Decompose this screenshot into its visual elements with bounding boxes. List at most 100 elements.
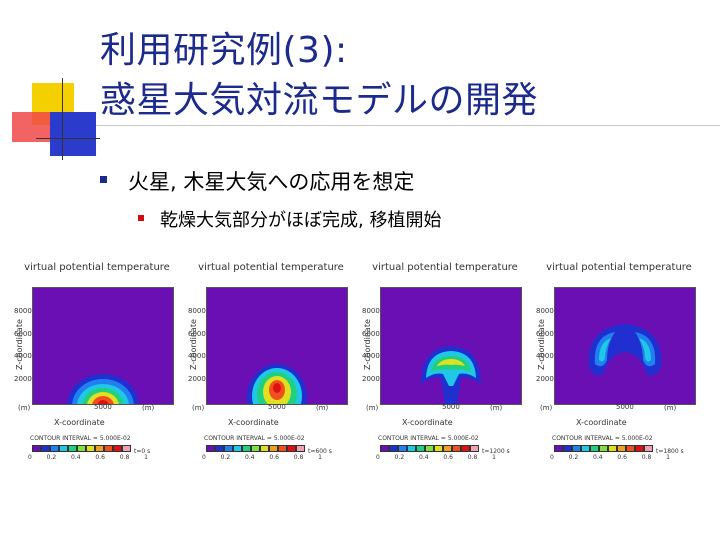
colorbar-tick: 0.6 [95,454,105,461]
colorbar-swatch [206,445,215,452]
time-label: t=1800 s [656,448,684,455]
colorbar-tick: 0.4 [419,454,429,461]
colorbar-swatch [644,445,653,452]
x-unit-right: (m) [664,404,677,412]
y-tick: 8000 [188,307,206,315]
colorbar-tick: 0.4 [245,454,255,461]
y-tick: 4000 [536,352,554,360]
colorbar-swatch [59,445,68,452]
y-tick: 2000 [188,375,206,383]
deco-horizontal-line [36,138,100,139]
deco-vertical-line [62,78,63,160]
y-tick: 2000 [536,375,554,383]
colorbar-swatch [122,445,131,452]
contour-plot [32,287,174,405]
colorbar-swatch [443,445,452,452]
y-tick: 6000 [188,330,206,338]
colorbar-swatch [215,445,224,452]
x-axis-label: X-coordinate [54,418,105,427]
colorbar-tick: 0 [202,454,206,461]
colorbar-tick: 0.8 [293,454,304,461]
bullet-square-icon [100,176,107,183]
y-axis-label: Z-coordinate [363,319,372,370]
colorbar-swatch [233,445,242,452]
contour-field-4 [555,288,695,404]
colorbar-tick: 0.8 [641,454,652,461]
x-tick: 5000 [268,403,286,411]
x-axis-label: X-coordinate [576,418,627,427]
y-tick: 6000 [536,330,554,338]
deco-red-block [12,112,52,142]
colorbar-swatch [461,445,470,452]
colorbar-swatch [416,445,425,452]
panel-title: virtual potential temperature [198,262,344,273]
y-tick: 4000 [188,352,206,360]
panel-title: virtual potential temperature [24,262,170,273]
colorbar-swatch [41,445,50,452]
x-unit-right: (m) [490,404,503,412]
x-axis-label: X-coordinate [228,418,279,427]
bullet-level-2: 乾燥大気部分がほぼ完成, 移植開始 [138,206,441,232]
colorbar-swatch [389,445,398,452]
colorbar-swatch [68,445,77,452]
colorbar-swatch [260,445,269,452]
colorbar-ticks: 0 0.2 0.4 0.6 0.8 1 [376,454,496,461]
colorbar-swatch [32,445,41,452]
colorbar-tick: 0.6 [617,454,627,461]
sim-panel-4: virtual potential temperature Z-coordina… [534,262,714,467]
y-tick: 8000 [14,307,32,315]
colorbar-tick: 1 [144,454,148,461]
colorbar-swatch [242,445,251,452]
colorbar-swatch [434,445,443,452]
colorbar-swatch [104,445,113,452]
colorbar-swatch [617,445,626,452]
colorbar [206,445,305,452]
y-tick: 2000 [362,375,380,383]
panel-title: virtual potential temperature [546,262,692,273]
colorbar-swatch [599,445,608,452]
colorbar-tick: 0.2 [394,454,405,461]
colorbar-swatch [269,445,278,452]
colorbar-swatch [470,445,479,452]
x-unit-left: (m) [18,404,31,412]
colorbar-swatch [380,445,389,452]
contour-field-2 [207,288,347,404]
bullet-text: 乾燥大気部分がほぼ完成, 移植開始 [160,210,442,231]
colorbar [554,445,653,452]
colorbar-tick: 0.4 [71,454,81,461]
colorbar-tick: 0 [550,454,554,461]
contour-plot [380,287,522,405]
colorbar-ticks: 0 0.2 0.4 0.6 0.8 1 [28,454,148,461]
colorbar-tick: 0.6 [443,454,453,461]
time-label: t=1200 s [482,448,510,455]
bullet-level-1: 火星, 木星大気への応用を想定 [100,166,414,196]
x-axis-label: X-coordinate [402,418,453,427]
title-divider [96,125,720,126]
title-line-2: 惑星大気対流モデルの開発 [100,80,539,121]
y-tick: 4000 [362,352,380,360]
y-tick: 2000 [14,375,32,383]
y-tick: 6000 [362,330,380,338]
colorbar-tick: 0.2 [46,454,57,461]
colorbar-swatch [77,445,86,452]
colorbar [32,445,131,452]
colorbar-swatch [398,445,407,452]
y-tick: 8000 [536,307,554,315]
colorbar-ticks: 0 0.2 0.4 0.6 0.8 1 [202,454,322,461]
colorbar-tick: 0.4 [593,454,603,461]
colorbar-swatch [626,445,635,452]
x-tick: 5000 [442,403,460,411]
title-line-1: 利用研究例(3): [100,30,348,71]
colorbar-swatch [296,445,305,452]
colorbar-swatch [563,445,572,452]
x-unit-left: (m) [540,404,553,412]
colorbar-swatch [287,445,296,452]
x-unit-right: (m) [316,404,329,412]
y-axis-label: Z-coordinate [15,319,24,370]
slide-title: 利用研究例(3): 惑星大気対流モデルの開発 [100,26,538,126]
colorbar-tick: 0 [28,454,32,461]
colorbar-swatch [590,445,599,452]
y-tick: 4000 [14,352,32,360]
sim-panel-3: virtual potential temperature Z-coordina… [360,262,540,467]
bullet-text: 火星, 木星大気への応用を想定 [128,170,415,194]
